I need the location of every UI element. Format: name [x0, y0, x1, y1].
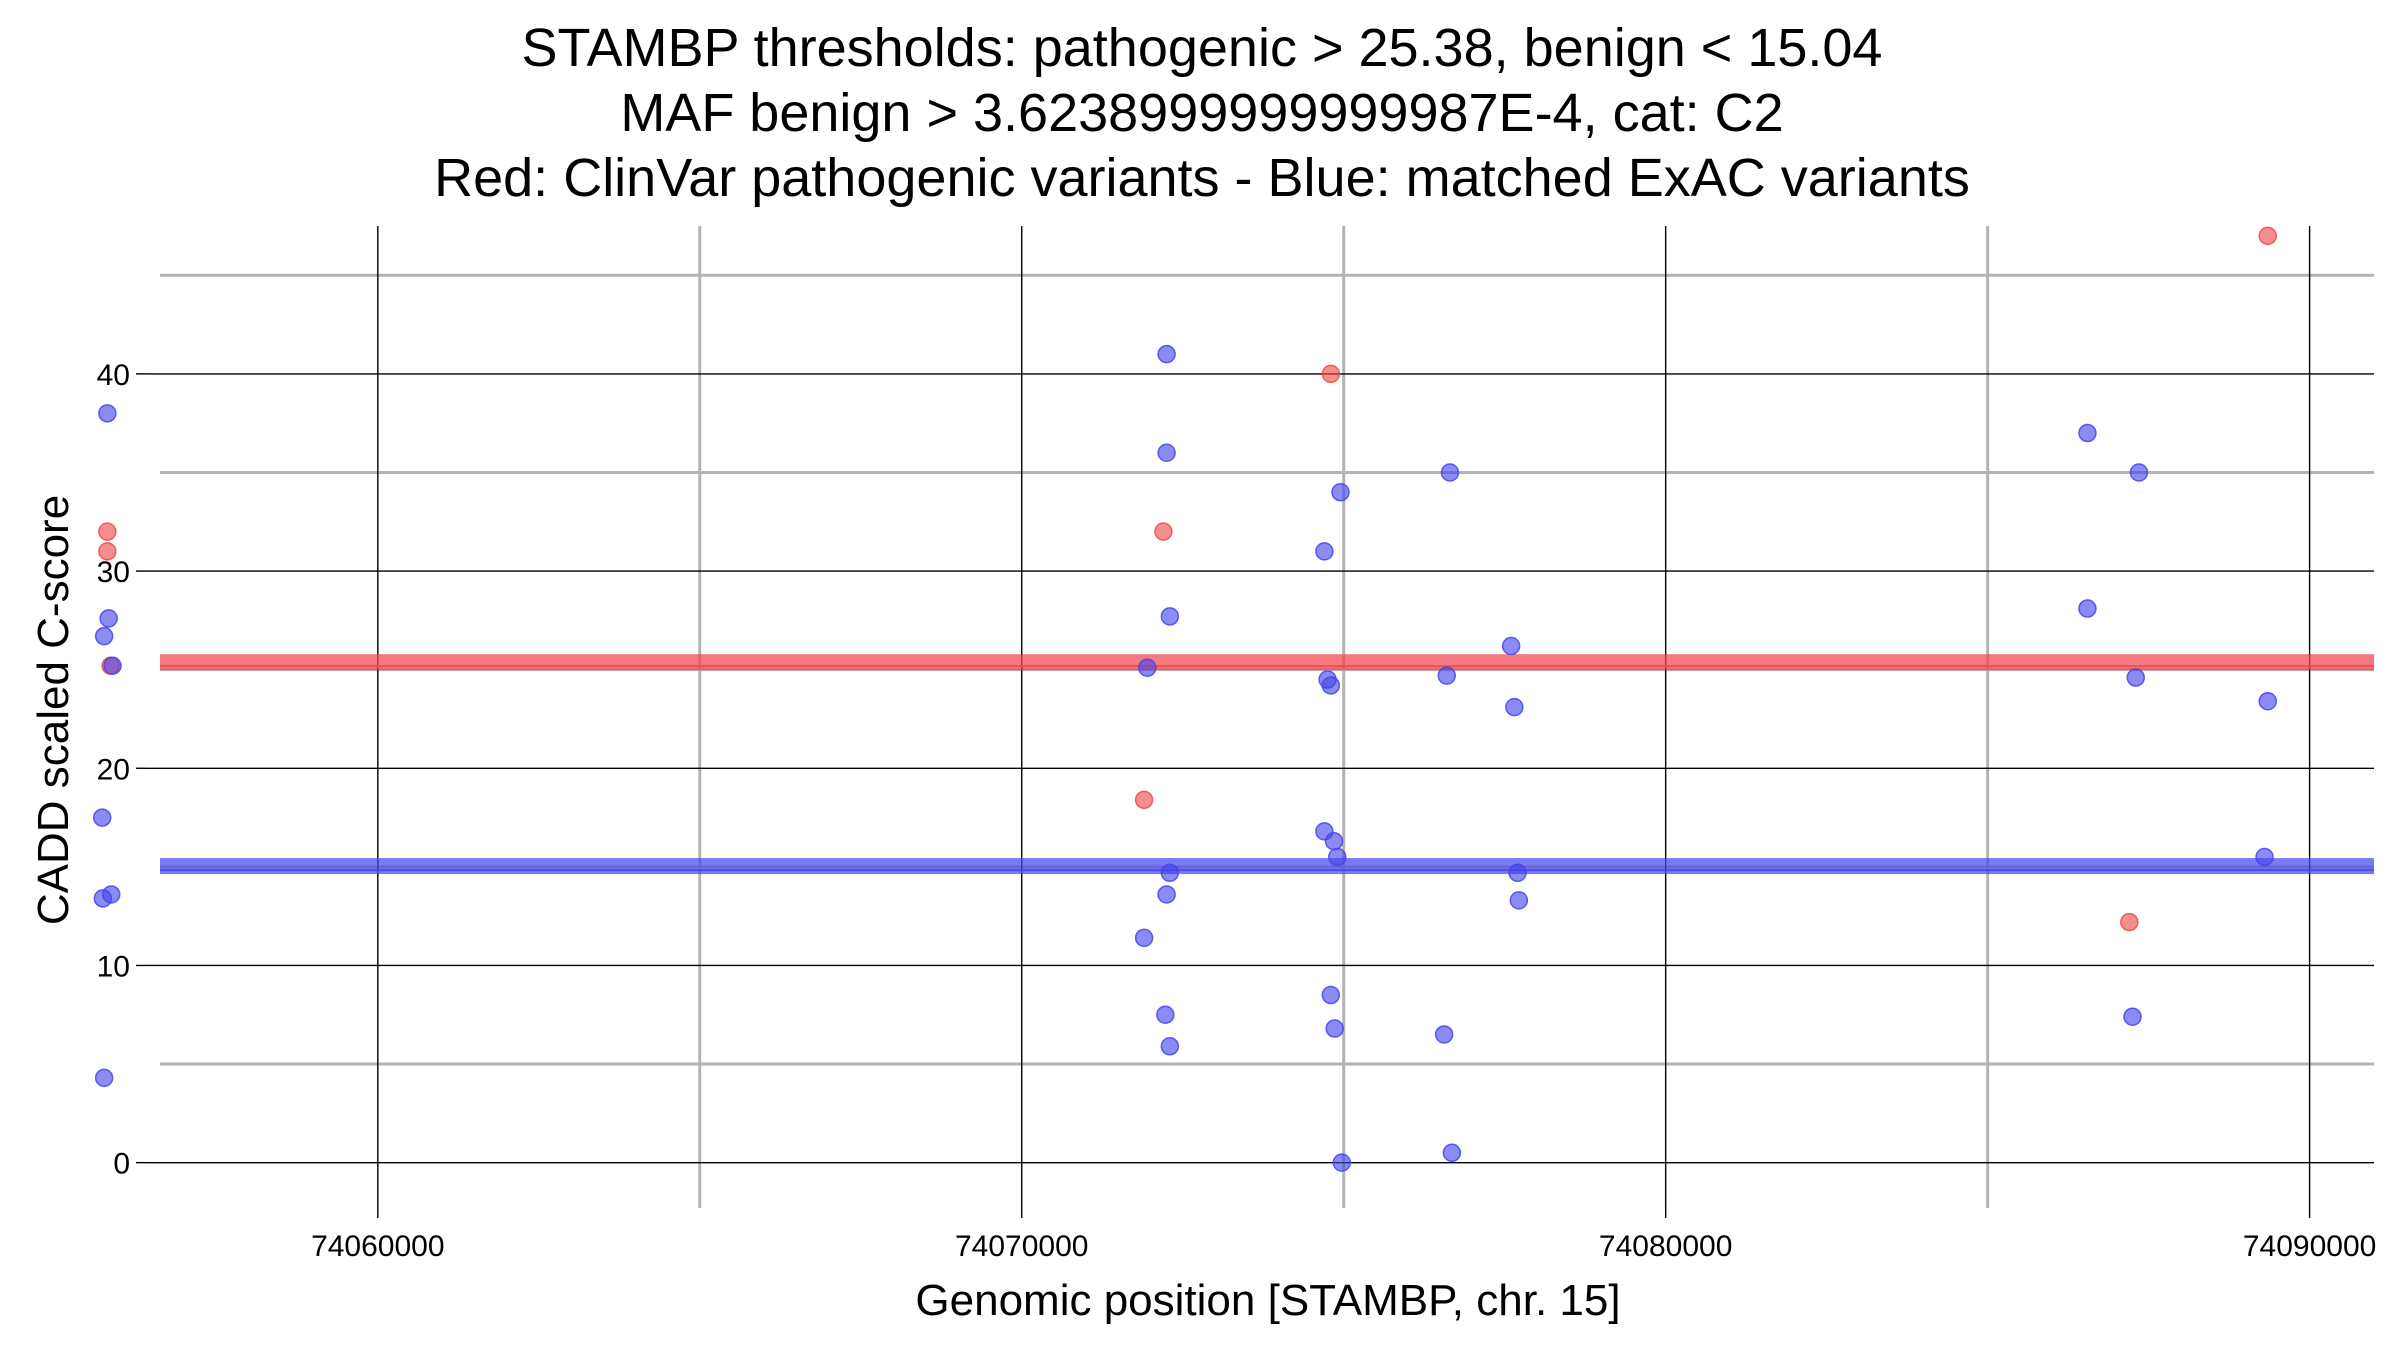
exac-variant-point	[1156, 1005, 1175, 1025]
exac-variant-point	[1328, 847, 1347, 867]
x-tick-label: 74060000	[311, 1230, 444, 1263]
exac-variant-point	[1157, 443, 1176, 463]
threshold-line-benign	[160, 858, 2374, 875]
pathogenic-variant-point	[98, 522, 117, 541]
exac-variant-point	[1315, 542, 1334, 561]
x-tick-label: 74080000	[1599, 1230, 1732, 1263]
x-tick-label: 74070000	[955, 1230, 1088, 1263]
exac-variant-point	[1332, 1153, 1352, 1172]
exac-variant-point	[2258, 691, 2278, 711]
exac-variant-point	[1160, 863, 1180, 883]
chart-title: STAMBP thresholds: pathogenic > 25.38, b…	[434, 18, 1970, 208]
exac-variant-point	[1160, 607, 1180, 626]
exac-variant-point	[1134, 928, 1154, 948]
pathogenic-variant-point	[1134, 790, 1154, 810]
y-tick-label: 30	[97, 556, 130, 589]
x-axis-label: Genomic position [STAMBP, chr. 15]	[915, 1276, 1620, 1325]
exac-variant-point	[2255, 847, 2274, 867]
pathogenic-variant-point	[98, 542, 117, 561]
y-tick-label: 20	[97, 753, 130, 786]
exac-variant-point	[2129, 463, 2149, 482]
exac-variant-point	[2126, 668, 2145, 687]
exac-variant-point	[92, 808, 112, 827]
exac-variant-point	[1157, 885, 1176, 904]
pathogenic-variant-point	[1154, 522, 1173, 541]
exac-variant-point	[1501, 636, 1521, 656]
exac-variant-point	[1440, 463, 1460, 482]
exac-variant-point	[1157, 344, 1176, 364]
exac-variant-point	[103, 656, 122, 675]
y-axis-label: CADD scaled C-score	[29, 495, 78, 925]
exac-variant-point	[1434, 1025, 1454, 1044]
exac-variant-point	[94, 1068, 114, 1088]
exac-variant-point	[99, 609, 118, 628]
exac-variant-point	[1321, 985, 1341, 1005]
title-line-1: STAMBP thresholds: pathogenic > 25.38, b…	[522, 18, 1883, 78]
exac-variant-point	[94, 626, 114, 646]
x-tick-label: 74090000	[2243, 1230, 2376, 1263]
exac-variant-point	[1505, 697, 1524, 717]
exac-variant-point	[1325, 1019, 1344, 1038]
pathogenic-variant-point	[2120, 912, 2139, 932]
pathogenic-variant-point	[2258, 226, 2278, 246]
exac-variant-point	[1324, 831, 1344, 851]
x-axis-ticks: 74060000 74070000 74080000 74090000	[311, 1208, 2376, 1263]
threshold-lines	[160, 654, 2374, 875]
exac-variant-point	[1508, 863, 1527, 883]
y-tick-label: 40	[97, 359, 130, 392]
title-line-3: Red: ClinVar pathogenic variants - Blue:…	[434, 148, 1970, 208]
exac-variant-point	[1331, 482, 1350, 502]
y-tick-label: 10	[97, 950, 130, 983]
threshold-line-pathogenic	[160, 654, 2374, 671]
pathogenic-variant-point	[1321, 364, 1341, 384]
y-tick-label: 0	[113, 1148, 130, 1181]
exac-variant-point	[2078, 599, 2097, 618]
exac-variant-point	[1442, 1143, 1462, 1163]
exac-variant-point	[1160, 1037, 1180, 1056]
exac-variant-point	[2123, 1007, 2142, 1026]
major-grid	[146, 226, 2374, 1208]
exac-variant-point	[2078, 423, 2097, 443]
data-points	[92, 226, 2278, 1172]
title-line-2: MAF benign > 3.6238999999999987E-4, cat:…	[620, 83, 1783, 143]
y-axis-ticks: 0 10 20 30 40	[97, 359, 146, 1181]
exac-variant-point	[1321, 676, 1341, 695]
exac-variant-point	[1509, 891, 1529, 910]
exac-variant-point	[1138, 658, 1157, 677]
exac-variant-point	[1437, 666, 1456, 685]
exac-variant-point	[98, 404, 117, 423]
exac-variant-point	[101, 885, 121, 904]
